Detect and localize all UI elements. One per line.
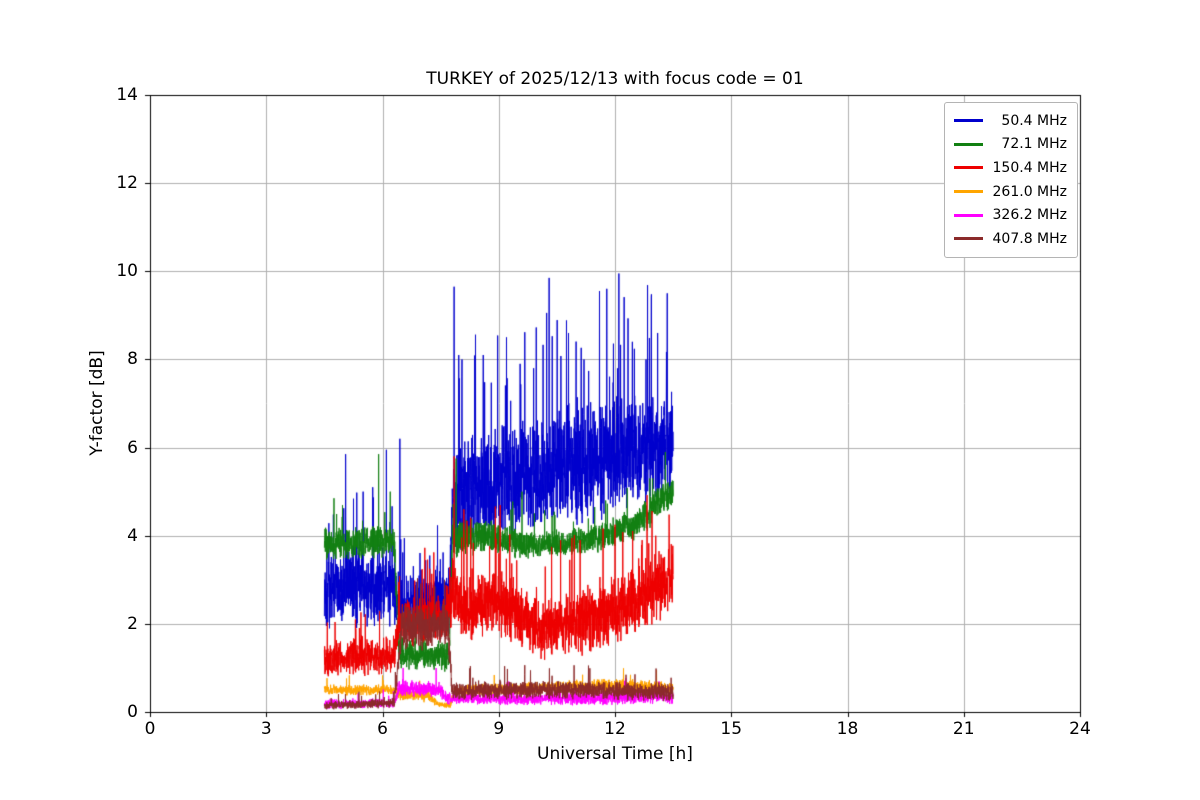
chart-title: TURKEY of 2025/12/13 with focus code = 0…: [426, 69, 804, 89]
y-tick-label: 6: [127, 437, 138, 458]
legend-entry: 261.0 MHz: [954, 180, 1067, 204]
y-tick-label: 0: [127, 702, 138, 722]
legend-entry: 407.8 MHz: [954, 227, 1067, 251]
y-tick-label: 12: [116, 173, 138, 194]
x-tick-label: 6: [377, 719, 388, 739]
legend-entry: 150.4 MHz: [954, 156, 1067, 180]
y-tick-label: 2: [127, 613, 138, 634]
legend: 50.4 MHz 72.1 MHz 150.4 MHz 261.0 MHz 326.2 …: [944, 102, 1078, 258]
y-tick-label: 10: [116, 261, 138, 282]
x-tick-label: 18: [836, 719, 859, 739]
x-tick-label: 12: [604, 719, 626, 739]
legend-entry: 326.2 MHz: [954, 203, 1067, 227]
legend-line-swatch: [954, 237, 983, 241]
legend-label: 326.2 MHz: [992, 207, 1067, 224]
y-tick-label: 4: [127, 525, 138, 546]
legend-label: 150.4 MHz: [992, 159, 1067, 176]
legend-line-swatch: [954, 119, 983, 123]
x-tick-label: 21: [952, 719, 975, 739]
legend-entry: 72.1 MHz: [954, 133, 1067, 157]
legend-line-swatch: [954, 142, 983, 146]
x-tick-label: 9: [493, 719, 505, 739]
legend-line-swatch: [954, 190, 983, 194]
legend-entry: 50.4 MHz: [954, 109, 1067, 133]
x-tick-label: 15: [720, 719, 743, 739]
legend-label: 261.0 MHz: [992, 183, 1067, 200]
legend-line-swatch: [954, 166, 983, 170]
legend-label: 407.8 MHz: [992, 230, 1067, 247]
x-tick-label: 0: [144, 719, 156, 739]
legend-label: 50.4 MHz: [1001, 112, 1067, 129]
x-tick-label: 3: [260, 719, 272, 739]
x-tick-label: 24: [1069, 719, 1091, 739]
y-tick-label: 14: [116, 85, 138, 105]
x-axis-label: Universal Time [h]: [537, 744, 693, 764]
legend-line-swatch: [954, 213, 983, 217]
legend-label: 72.1 MHz: [1001, 136, 1067, 153]
y-tick-label: 8: [127, 349, 138, 370]
